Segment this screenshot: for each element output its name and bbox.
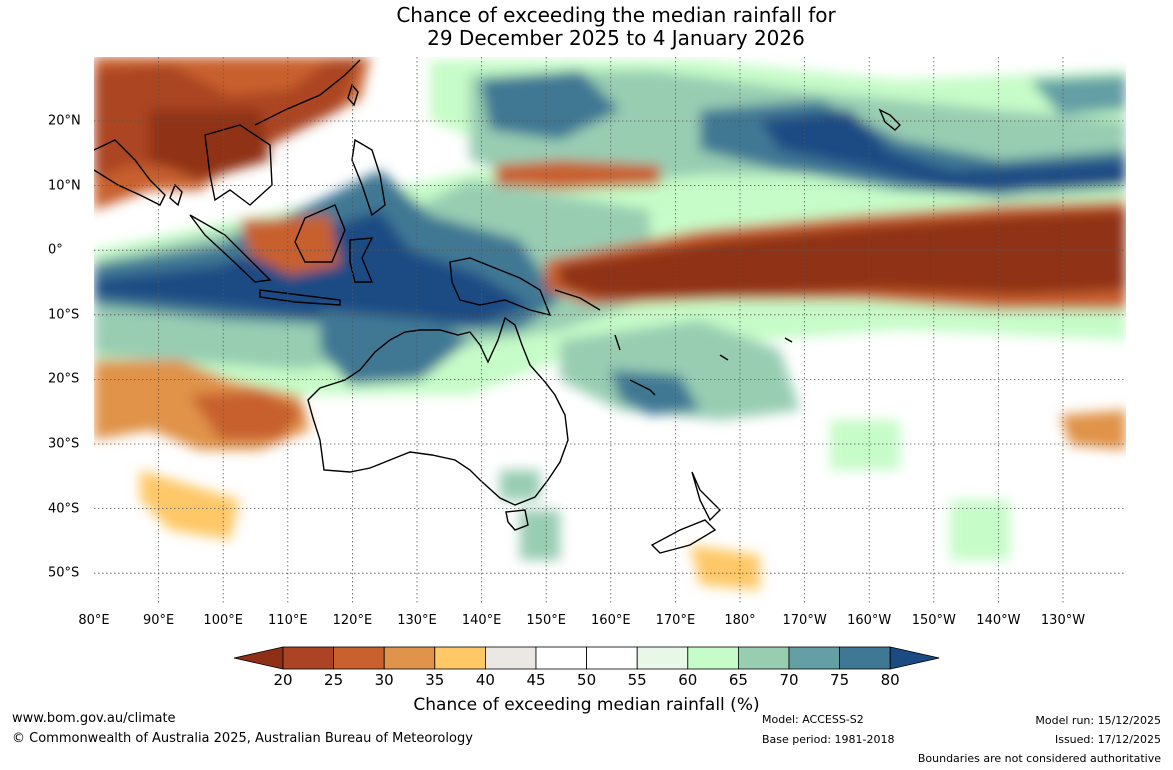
map-title: Chance of exceeding the median rainfall … <box>0 4 1173 50</box>
disclaimer-text: Boundaries are not considered authoritat… <box>917 752 1161 765</box>
new-zealand-south-coastline <box>650 519 717 554</box>
colorbar-over-arrow <box>889 646 940 670</box>
borneo-coastline <box>294 204 346 263</box>
solomon-islands-coastline <box>554 289 601 311</box>
colorbar-tick-label: 70 <box>779 671 799 689</box>
y-tick-label: 10°N <box>48 178 81 194</box>
x-tick-label: 140°W <box>976 613 1021 628</box>
x-tick-label: 160°W <box>847 613 892 628</box>
sulawesi-coastline <box>349 237 374 283</box>
colorbar-tick-label: 50 <box>577 671 597 689</box>
sumatra-coastline <box>189 214 272 283</box>
x-tick-label: 90°E <box>142 613 175 628</box>
colorbar-bin <box>839 646 891 670</box>
colorbar-bin <box>687 646 739 670</box>
colorbar-tick-label: 60 <box>678 671 698 689</box>
y-tick-label: 20°S <box>48 371 80 387</box>
colorbar-tick-label: 45 <box>526 671 546 689</box>
colorbar-tick-label: 20 <box>273 671 293 689</box>
copyright-text: © Commonwealth of Australia 2025, Austra… <box>12 731 473 746</box>
colorbar-tick-label: 75 <box>830 671 850 689</box>
colorbar-bin <box>636 646 689 670</box>
colorbar-tick-label: 55 <box>627 671 647 689</box>
colorbar <box>233 646 940 670</box>
colorbar-bin <box>738 646 790 670</box>
x-tick-label: 100°E <box>203 613 243 628</box>
colorbar-label: Chance of exceeding median rainfall (%) <box>413 695 760 715</box>
x-tick-label: 80°E <box>78 613 110 628</box>
java-coastline <box>259 289 341 306</box>
base-period-text: Base period: 1981-2018 <box>762 733 895 746</box>
australia-coastline <box>307 316 569 506</box>
fiji-coastline <box>719 337 793 361</box>
y-tick-label: 40°S <box>48 501 80 517</box>
y-tick-label: 0° <box>48 242 63 258</box>
colorbar-bin <box>282 646 334 670</box>
colorbar-tick-label: 65 <box>728 671 748 689</box>
x-tick-label: 130°W <box>1040 613 1086 628</box>
colorbar-tick-label: 35 <box>425 671 445 689</box>
colorbar-bin <box>788 646 840 670</box>
colorbar-bin <box>434 646 486 670</box>
india-coastline <box>94 139 166 206</box>
sri-lanka-coastline <box>169 183 183 207</box>
x-tick-label: 110°E <box>268 613 308 628</box>
new-caledonia-coastline <box>629 379 656 396</box>
model-text: Model: ACCESS-S2 <box>762 713 864 726</box>
hawaii-coastline <box>878 108 901 131</box>
indochina-coastline <box>204 124 273 206</box>
x-tick-label: 150°W <box>911 613 956 628</box>
x-tick-label: 160°E <box>591 613 631 628</box>
title-line-2: 29 December 2025 to 4 January 2026 <box>427 26 805 50</box>
new-guinea-coastline <box>449 257 552 317</box>
colorbar-tick-label: 30 <box>374 671 394 689</box>
y-tick-label: 10°S <box>48 307 80 323</box>
y-tick-label: 50°S <box>48 565 80 581</box>
colorbar-bin <box>383 646 436 670</box>
map-area <box>94 57 1126 604</box>
x-tick-label: 170°W <box>782 613 827 628</box>
model-run-text: Model run: 15/12/2025 <box>1035 714 1161 727</box>
vanuatu-coastline <box>614 334 621 351</box>
issued-text: Issued: 17/12/2025 <box>1054 733 1161 746</box>
x-tick-label: 120°E <box>332 613 373 628</box>
colorbar-bin <box>535 646 587 670</box>
taiwan-coastline <box>347 83 359 107</box>
x-tick-label: 180° <box>724 613 756 628</box>
x-tick-label: 130°E <box>397 613 437 628</box>
colorbar-bin <box>586 646 638 670</box>
x-tick-label: 170°E <box>655 613 696 628</box>
colorbar-tick-label: 25 <box>324 671 344 689</box>
x-tick-label: 140°E <box>461 613 502 628</box>
y-tick-label: 20°N <box>48 113 81 129</box>
tasmania-coastline <box>505 509 529 531</box>
y-tick-label: 30°S <box>48 436 80 452</box>
colorbar-bin <box>333 646 385 670</box>
title-line-1: Chance of exceeding the median rainfall … <box>396 3 836 27</box>
colorbar-bin <box>484 646 537 670</box>
colorbar-under-arrow <box>233 646 284 670</box>
colorbar-tick-label: 40 <box>475 671 495 689</box>
colorbar-tick-label: 80 <box>880 671 900 689</box>
website-link[interactable]: www.bom.gov.au/climate <box>12 711 176 726</box>
philippines-coastline <box>351 138 386 217</box>
x-tick-label: 150°E <box>526 613 566 628</box>
china-coastline <box>254 59 361 126</box>
new-zealand-north-coastline <box>691 471 721 522</box>
gridlines <box>94 57 1126 604</box>
coastlines <box>94 59 901 554</box>
